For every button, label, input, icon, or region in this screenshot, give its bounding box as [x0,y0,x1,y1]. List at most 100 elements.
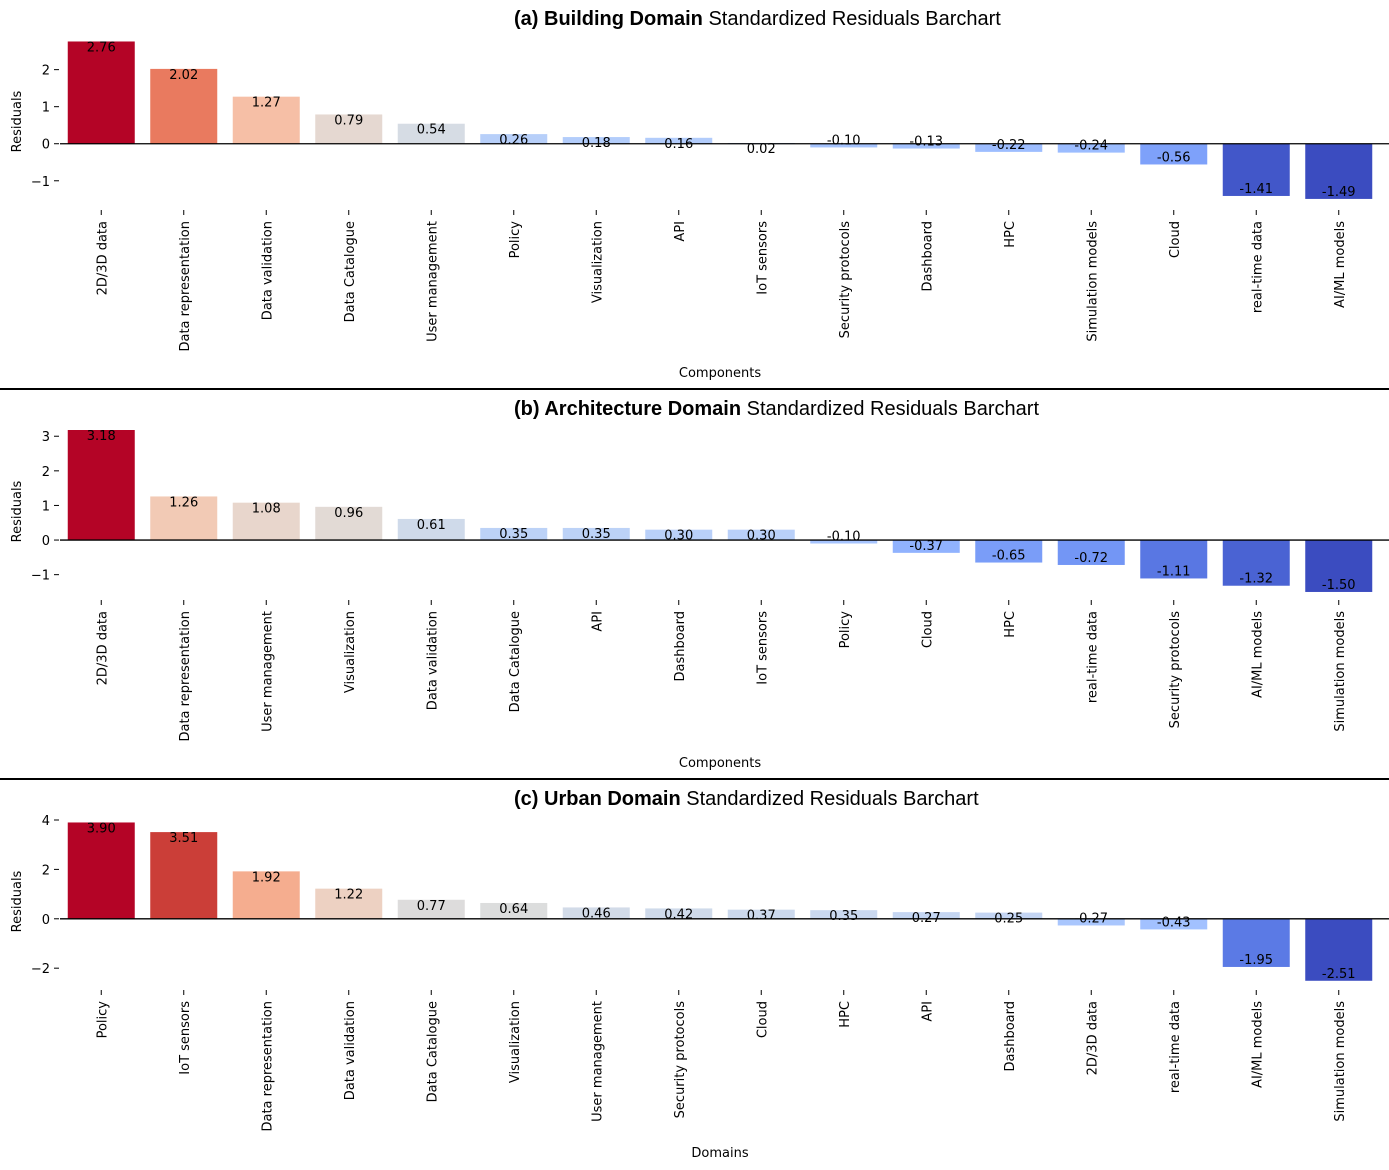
x-tick-label: 2D/3D data [95,611,110,685]
bar [315,888,383,919]
chart-title-bold: Architecture Domain [544,398,741,420]
x-tick-label: real-time data [1250,221,1265,313]
bar [892,143,960,149]
bar [480,134,548,144]
y-tick-label: 1 [42,499,50,514]
x-axis-label: Components [679,366,761,381]
chart-title-rest: Standardized Residuals Barchart [681,788,979,810]
bar [645,908,713,919]
bar-value-label: 0.61 [417,518,446,533]
x-tick-label: Visualization [343,611,358,693]
bar-value-label: -0.72 [1074,551,1108,566]
x-tick-label: 2D/3D data [95,221,110,295]
bar [645,529,713,541]
bar [562,137,630,144]
x-tick-label: Cloud [1168,221,1183,258]
bar-value-label: -1.95 [1239,953,1273,968]
bar-value-label: -0.37 [909,539,943,554]
bar-value-label: -0.22 [992,138,1026,153]
x-tick-label: Security protocols [838,221,853,339]
x-tick-label: Visualization [508,1001,523,1083]
bar-value-label: -1.41 [1239,182,1273,197]
bar [232,502,300,541]
x-axis-label: Domains [691,1146,748,1161]
bar [892,912,960,919]
chart-panel-1: (b) Architecture Domain Standardized Res… [0,388,1389,771]
bar-value-label: 0.26 [499,133,528,148]
bar [1222,918,1290,967]
bar [1140,918,1208,930]
bar [892,540,960,553]
x-tick-label: Data validation [260,221,275,320]
y-tick-label: 0 [42,138,50,153]
bar-value-label: 1.26 [169,495,198,510]
x-tick-label: API [920,1001,935,1022]
bar-value-label: 1.08 [252,502,281,517]
x-tick-label: real-time data [1085,611,1100,703]
y-tick-label: 0 [42,913,50,928]
bar [1140,540,1208,579]
x-tick-label: Simulation models [1333,1001,1348,1122]
bar-value-label: -0.10 [827,530,861,545]
x-tick-label: Data Catalogue [425,1001,440,1102]
y-tick-label: 1 [42,101,50,116]
bar-value-label: -1.49 [1322,185,1356,200]
bar-value-label: 3.51 [169,831,198,846]
y-tick-label: 0 [42,534,50,549]
bar [150,496,218,541]
chart-title-prefix: (b) [514,398,544,420]
x-tick-label: Security protocols [673,1001,688,1119]
chart-title: (c) Urban Domain Standardized Residuals … [514,788,979,810]
y-tick-label: 4 [42,814,50,829]
x-tick-label: Cloud [920,611,935,648]
bar-value-label: 3.18 [87,429,116,444]
bar [232,871,300,919]
bar-value-label: -1.50 [1322,578,1356,593]
y-axis-label: Residuals [10,90,25,152]
bar [562,527,630,541]
bar-value-label: 3.90 [87,821,116,836]
bar-value-label: 0.46 [582,906,611,921]
x-tick-label: Simulation models [1333,611,1348,732]
x-tick-label: AI/ML models [1250,611,1265,698]
x-tick-label: Data representation [178,611,193,742]
y-tick-label: 2 [42,863,50,878]
x-tick-label: 2D/3D data [1085,1001,1100,1075]
bar [727,909,795,919]
x-tick-label: Dashboard [920,221,935,292]
bar [1057,918,1125,926]
bar [1057,143,1125,153]
x-tick-label: IoT sensors [178,1001,193,1075]
x-tick-label: Data Catalogue [508,611,523,712]
bar-value-label: 0.30 [747,529,776,544]
chart-title-prefix: (a) [514,8,544,30]
x-tick-label: Data representation [178,221,193,352]
x-tick-label: HPC [838,1001,853,1028]
bar-value-label: -1.11 [1157,564,1191,579]
bar-value-label: -2.51 [1322,967,1356,982]
y-axis-label: Residuals [10,870,25,932]
x-tick-label: API [590,611,605,632]
bar-value-label: 0.96 [334,506,363,521]
chart-title-rest: Standardized Residuals Barchart [703,8,1001,30]
chart-title-bold: Urban Domain [544,788,681,810]
bar-value-label: -0.65 [992,549,1026,564]
bar [315,114,383,144]
x-tick-label: Security protocols [1168,611,1183,729]
y-tick-label: 2 [42,465,50,480]
x-tick-label: User management [425,221,440,342]
chart-title: (a) Building Domain Standardized Residua… [514,8,1001,30]
bar [150,832,218,919]
bar-value-label: 1.92 [252,870,281,885]
x-tick-label: User management [590,1001,605,1122]
chart-panel-0: (a) Building Domain Standardized Residua… [10,8,1389,381]
bar-value-label: -1.32 [1239,572,1273,587]
chart-title-rest: Standardized Residuals Barchart [741,398,1039,420]
y-tick-label: −2 [31,962,50,977]
x-tick-label: Visualization [590,221,605,303]
bar [67,430,135,541]
bar-value-label: -0.24 [1074,139,1108,154]
x-tick-label: Data validation [343,1001,358,1100]
chart-title-bold: Building Domain [544,8,703,30]
